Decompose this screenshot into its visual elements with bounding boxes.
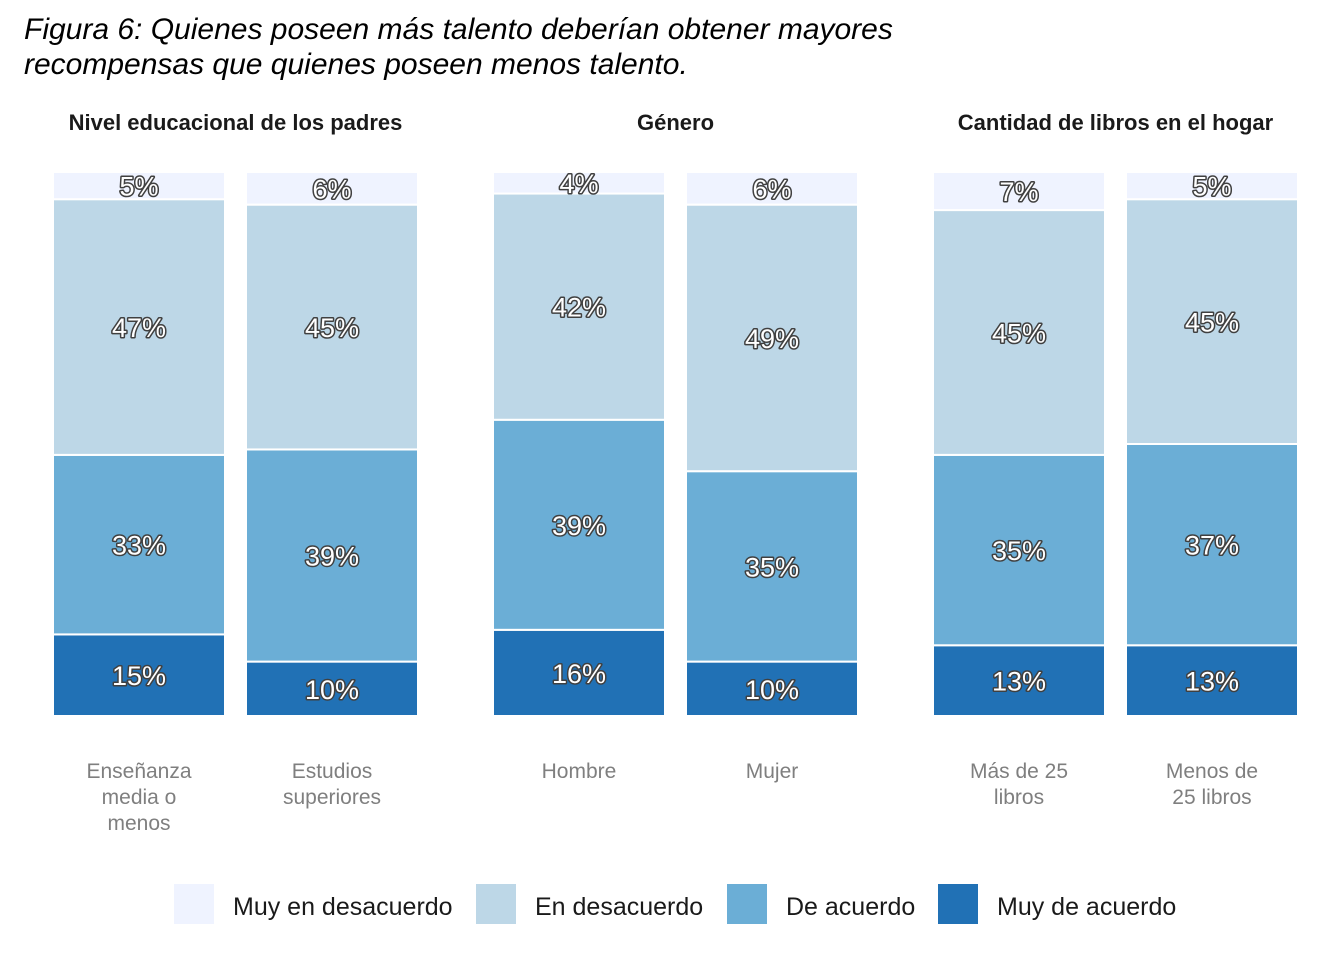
data-label: 13% [992,667,1046,697]
data-label: 33% [112,531,166,561]
data-label: 45% [305,313,359,343]
bar-segment-muy-de-acuerdo [932,644,1106,718]
data-label: 6% [312,174,351,204]
category-label: Mujer [746,760,799,783]
category-label: Enseñanza media o menos [86,760,191,835]
data-label: 13% [1185,667,1239,697]
bar-segment-muy-en-desacuerdo [52,171,226,201]
facet-title: Cantidad de libros en el hogar [958,110,1274,135]
legend-swatch-muy-en-desacuerdo [174,884,214,924]
bar-segment-de-acuerdo [245,448,419,663]
bar-segment-en-desacuerdo [1125,198,1299,445]
legend-swatch-de-acuerdo [727,884,767,924]
data-label: 5% [1192,172,1231,202]
bar-segment-muy-de-acuerdo [52,633,226,718]
data-label: 49% [745,324,799,354]
bar-segment-de-acuerdo [52,453,226,636]
data-label: 39% [552,511,606,541]
data-label: 47% [112,313,166,343]
data-label: 7% [999,177,1038,207]
bar-segment-de-acuerdo [492,418,666,631]
data-label: 15% [112,661,166,691]
bar-segment-muy-en-desacuerdo [685,171,859,206]
bar-segment-de-acuerdo [932,453,1106,647]
bar-segment-muy-en-desacuerdo [492,171,666,195]
data-label: 35% [992,536,1046,566]
bar-segment-en-desacuerdo [245,203,419,451]
facet-title: Género [637,110,714,135]
bar-segment-muy-en-desacuerdo [245,171,419,206]
data-label: 39% [305,542,359,572]
legend-swatch-muy-de-acuerdo [938,884,978,924]
bar-segment-muy-de-acuerdo [685,660,859,717]
data-label: 45% [992,318,1046,348]
category-label: Más de 25 libros [970,760,1068,809]
bar-segment-muy-en-desacuerdo [932,171,1106,212]
bar-segment-en-desacuerdo [932,209,1106,456]
legend-label: En desacuerdo [535,893,703,921]
data-label: 45% [1185,308,1239,338]
bar-segment-en-desacuerdo [492,192,666,421]
category-label: Menos de 25 libros [1166,760,1258,809]
data-label: 37% [1185,531,1239,561]
data-label: 16% [552,659,606,689]
data-label: 5% [119,172,158,202]
data-label: 10% [745,675,799,705]
data-label: 6% [752,174,791,204]
legend-label: De acuerdo [786,893,915,921]
figure-title: Figura 6: Quienes poseen más talento deb… [24,13,893,81]
bar-segment-muy-de-acuerdo [1125,644,1299,718]
facet-title: Nivel educacional de los padres [69,110,403,135]
bar-segment-en-desacuerdo [685,203,859,473]
legend-swatch-en-desacuerdo [476,884,516,924]
category-label: Estudios superiores [283,760,381,809]
bar-segment-muy-de-acuerdo [245,660,419,717]
bar-segment-en-desacuerdo [52,198,226,456]
data-label: 10% [305,675,359,705]
data-label: 42% [552,293,606,323]
bar-segment-muy-en-desacuerdo [1125,171,1299,201]
bar-segment-de-acuerdo [685,470,859,663]
legend-label: Muy de acuerdo [997,893,1176,921]
data-label: 35% [745,552,799,582]
data-label: 4% [559,169,598,199]
legend-label: Muy en desacuerdo [233,893,453,921]
category-label: Hombre [542,760,617,783]
